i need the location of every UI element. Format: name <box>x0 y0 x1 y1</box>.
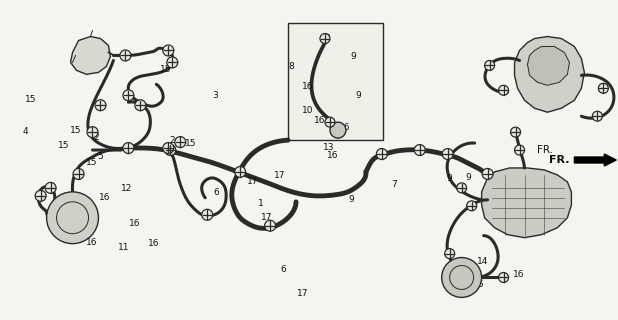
Text: 16: 16 <box>473 280 485 289</box>
Circle shape <box>167 57 178 68</box>
Circle shape <box>175 137 186 148</box>
Text: 15: 15 <box>185 139 197 148</box>
Circle shape <box>499 85 509 95</box>
Text: FR.: FR. <box>536 145 552 155</box>
Circle shape <box>445 249 455 259</box>
Text: 16: 16 <box>86 238 98 247</box>
Circle shape <box>163 45 174 56</box>
Circle shape <box>330 122 346 138</box>
Text: 15: 15 <box>25 95 36 104</box>
Text: 9: 9 <box>355 91 361 100</box>
Text: 16: 16 <box>98 193 110 202</box>
Circle shape <box>235 166 245 177</box>
Text: FR.: FR. <box>549 155 570 165</box>
Text: 9: 9 <box>465 173 471 182</box>
Circle shape <box>414 145 425 156</box>
Circle shape <box>442 148 453 159</box>
Circle shape <box>135 100 146 111</box>
Text: 13: 13 <box>323 143 334 152</box>
Circle shape <box>593 111 603 121</box>
Circle shape <box>485 60 494 70</box>
Circle shape <box>325 117 335 127</box>
Circle shape <box>598 83 608 93</box>
Text: 16: 16 <box>315 116 326 125</box>
Circle shape <box>120 50 131 61</box>
Circle shape <box>123 90 134 101</box>
Circle shape <box>265 220 276 231</box>
Text: 17: 17 <box>297 289 308 298</box>
Circle shape <box>515 145 525 155</box>
Circle shape <box>510 127 520 137</box>
Text: 2: 2 <box>93 132 99 141</box>
Text: 15: 15 <box>58 141 69 150</box>
Text: 3: 3 <box>213 91 218 100</box>
Circle shape <box>165 145 176 156</box>
Circle shape <box>35 190 46 201</box>
Polygon shape <box>515 36 585 112</box>
Text: 16: 16 <box>302 82 313 91</box>
Text: 9: 9 <box>350 52 356 61</box>
Text: 16: 16 <box>129 219 141 228</box>
Text: 17: 17 <box>247 177 258 186</box>
Circle shape <box>46 192 98 244</box>
Text: 15: 15 <box>160 65 172 74</box>
Text: 16: 16 <box>327 151 338 160</box>
Circle shape <box>499 273 509 283</box>
Text: 16: 16 <box>148 239 159 248</box>
Text: 4: 4 <box>22 127 28 136</box>
Text: 8: 8 <box>289 62 295 71</box>
Text: 10: 10 <box>302 106 313 115</box>
Text: 14: 14 <box>477 257 489 266</box>
Text: 16: 16 <box>513 269 525 279</box>
Circle shape <box>87 127 98 138</box>
Circle shape <box>163 143 174 154</box>
Circle shape <box>376 148 387 159</box>
Text: 15: 15 <box>86 158 98 167</box>
Text: 12: 12 <box>121 184 133 193</box>
Circle shape <box>467 201 476 211</box>
Text: 17: 17 <box>261 213 273 222</box>
Polygon shape <box>70 36 111 74</box>
Circle shape <box>95 100 106 111</box>
Text: 9: 9 <box>348 195 353 204</box>
Text: 2: 2 <box>169 136 175 145</box>
Circle shape <box>457 183 467 193</box>
Circle shape <box>482 168 493 180</box>
Circle shape <box>45 182 56 193</box>
Text: 6: 6 <box>280 265 286 275</box>
Bar <box>288 23 383 140</box>
Text: 16: 16 <box>339 123 350 132</box>
Polygon shape <box>481 168 572 238</box>
Text: 5: 5 <box>98 152 103 161</box>
Text: 15: 15 <box>70 126 82 135</box>
Circle shape <box>73 168 84 180</box>
Text: 11: 11 <box>118 243 130 252</box>
Circle shape <box>123 143 134 154</box>
Text: 9: 9 <box>447 174 452 183</box>
Circle shape <box>320 34 330 44</box>
Polygon shape <box>528 46 569 85</box>
Circle shape <box>201 209 213 220</box>
FancyArrow shape <box>574 154 616 166</box>
Text: 1: 1 <box>258 199 264 208</box>
Text: 6: 6 <box>214 188 219 197</box>
Circle shape <box>442 258 481 297</box>
Text: 17: 17 <box>274 171 285 180</box>
Text: 7: 7 <box>391 180 397 189</box>
